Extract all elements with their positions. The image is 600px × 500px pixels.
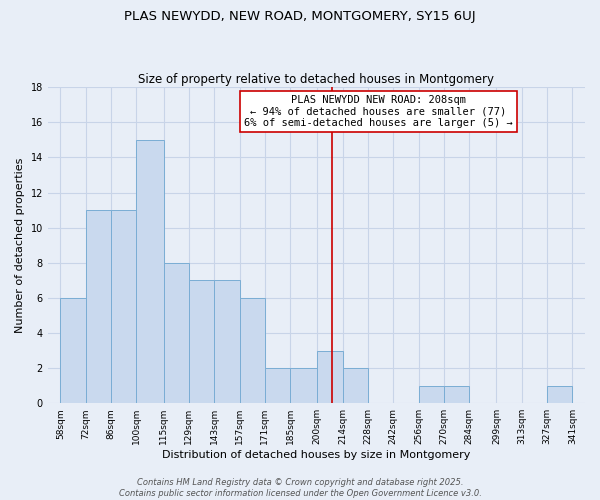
Text: PLAS NEWYDD, NEW ROAD, MONTGOMERY, SY15 6UJ: PLAS NEWYDD, NEW ROAD, MONTGOMERY, SY15 … <box>124 10 476 23</box>
Bar <box>547 386 572 403</box>
Text: PLAS NEWYDD NEW ROAD: 208sqm
← 94% of detached houses are smaller (77)
6% of sem: PLAS NEWYDD NEW ROAD: 208sqm ← 94% of de… <box>244 95 512 128</box>
Bar <box>86 210 111 403</box>
Bar <box>164 262 189 403</box>
Bar <box>343 368 368 403</box>
Bar <box>317 350 343 403</box>
Bar <box>239 298 265 403</box>
Y-axis label: Number of detached properties: Number of detached properties <box>15 158 25 333</box>
Bar <box>214 280 239 403</box>
Text: Contains HM Land Registry data © Crown copyright and database right 2025.
Contai: Contains HM Land Registry data © Crown c… <box>119 478 481 498</box>
Bar <box>444 386 469 403</box>
Bar <box>136 140 164 403</box>
Bar <box>61 298 86 403</box>
Bar <box>265 368 290 403</box>
Title: Size of property relative to detached houses in Montgomery: Size of property relative to detached ho… <box>139 73 494 86</box>
Bar <box>290 368 317 403</box>
Bar <box>419 386 444 403</box>
Bar <box>111 210 136 403</box>
Bar <box>189 280 214 403</box>
X-axis label: Distribution of detached houses by size in Montgomery: Distribution of detached houses by size … <box>162 450 470 460</box>
